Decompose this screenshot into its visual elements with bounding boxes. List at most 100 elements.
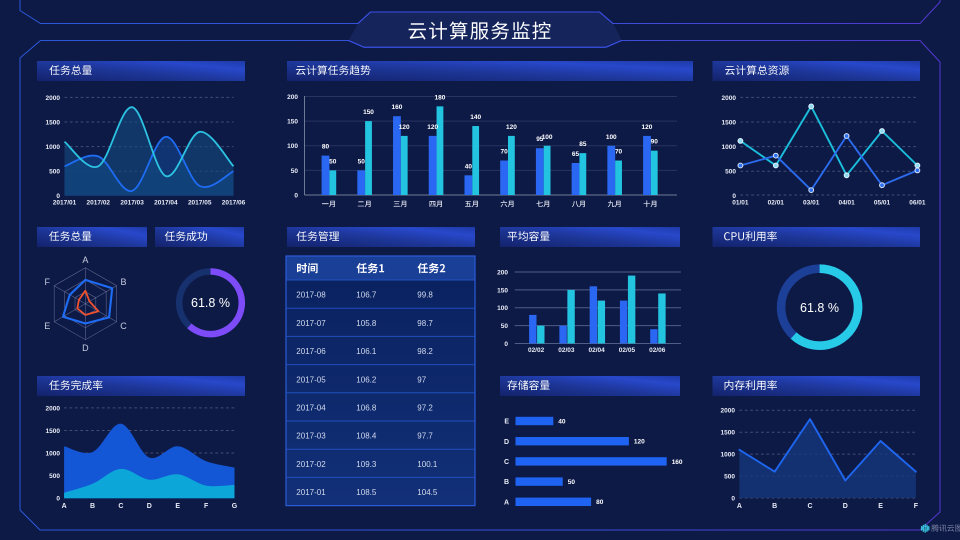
svg-text:02/01: 02/01: [768, 200, 785, 207]
svg-text:106.2: 106.2: [356, 375, 377, 384]
svg-text:2017-08: 2017-08: [296, 291, 326, 300]
svg-text:500: 500: [725, 169, 736, 176]
svg-text:150: 150: [287, 119, 298, 126]
svg-text:E: E: [878, 503, 883, 510]
svg-text:D: D: [147, 503, 152, 510]
svg-text:140: 140: [470, 114, 481, 121]
svg-text:500: 500: [49, 169, 60, 176]
svg-text:85: 85: [579, 141, 587, 148]
svg-text:1000: 1000: [46, 144, 61, 151]
svg-text:120: 120: [642, 124, 653, 131]
svg-text:F: F: [45, 277, 51, 287]
svg-text:A: A: [82, 255, 88, 265]
svg-text:0: 0: [504, 341, 508, 348]
svg-text:2017/03: 2017/03: [120, 200, 144, 207]
svg-text:2017/05: 2017/05: [188, 200, 212, 207]
svg-text:50: 50: [329, 158, 337, 165]
svg-text:106.7: 106.7: [356, 291, 377, 300]
svg-text:2000: 2000: [46, 95, 61, 102]
svg-text:160: 160: [672, 459, 683, 466]
svg-text:02/02: 02/02: [528, 347, 545, 354]
svg-text:150: 150: [363, 109, 374, 116]
svg-text:98.7: 98.7: [417, 319, 433, 328]
svg-text:70: 70: [615, 149, 623, 156]
svg-text:120: 120: [427, 124, 438, 131]
svg-text:109.3: 109.3: [356, 460, 377, 469]
svg-text:01/01: 01/01: [732, 200, 749, 207]
svg-text:A: A: [737, 503, 742, 510]
svg-text:40: 40: [465, 163, 473, 170]
svg-text:150: 150: [497, 287, 508, 294]
svg-text:65: 65: [572, 151, 580, 158]
svg-text:1500: 1500: [46, 119, 61, 126]
svg-text:C: C: [118, 503, 123, 510]
svg-text:200: 200: [287, 94, 298, 101]
svg-text:106.8: 106.8: [356, 404, 377, 413]
svg-text:03/01: 03/01: [803, 200, 820, 207]
svg-text:2017-02: 2017-02: [296, 460, 326, 469]
svg-text:06/01: 06/01: [909, 200, 926, 207]
svg-text:2017/01: 2017/01: [53, 200, 77, 207]
svg-text:2017-04: 2017-04: [296, 404, 326, 413]
svg-text:A: A: [504, 499, 509, 506]
svg-text:1000: 1000: [722, 144, 737, 151]
svg-text:05/01: 05/01: [874, 200, 891, 207]
svg-text:1000: 1000: [721, 452, 736, 459]
svg-text:160: 160: [392, 104, 403, 111]
svg-text:200: 200: [497, 269, 508, 276]
svg-text:97: 97: [417, 375, 426, 384]
svg-text:108.4: 108.4: [356, 432, 377, 441]
svg-text:2000: 2000: [46, 405, 61, 412]
svg-text:G: G: [232, 503, 238, 510]
svg-text:2000: 2000: [721, 408, 736, 415]
svg-text:50: 50: [501, 323, 509, 330]
svg-text:B: B: [504, 479, 509, 486]
svg-text:0: 0: [732, 193, 736, 200]
svg-text:120: 120: [634, 439, 645, 446]
svg-text:2017/02: 2017/02: [87, 200, 111, 207]
svg-text:120: 120: [506, 124, 517, 131]
svg-text:100.1: 100.1: [417, 460, 438, 469]
svg-text:1000: 1000: [46, 450, 61, 457]
svg-text:1500: 1500: [46, 428, 61, 435]
svg-text:0: 0: [294, 192, 298, 199]
svg-text:50: 50: [291, 168, 299, 175]
svg-text:100: 100: [606, 134, 617, 141]
svg-text:40: 40: [558, 418, 566, 425]
svg-text:02/06: 02/06: [649, 347, 666, 354]
svg-text:04/01: 04/01: [838, 200, 855, 207]
svg-text:80: 80: [596, 499, 604, 506]
svg-text:2017-03: 2017-03: [296, 432, 326, 441]
svg-text:100: 100: [287, 143, 298, 150]
svg-text:61.8 %: 61.8 %: [800, 301, 839, 315]
svg-text:A: A: [62, 503, 67, 510]
svg-text:70: 70: [500, 149, 508, 156]
svg-text:104.5: 104.5: [417, 488, 438, 497]
svg-text:97.2: 97.2: [417, 404, 433, 413]
svg-text:C: C: [120, 321, 127, 331]
svg-text:B: B: [120, 277, 126, 287]
svg-text:98.2: 98.2: [417, 347, 433, 356]
svg-text:0: 0: [56, 193, 60, 200]
svg-text:108.5: 108.5: [356, 488, 377, 497]
svg-text:2017-06: 2017-06: [296, 347, 326, 356]
svg-text:97.7: 97.7: [417, 432, 433, 441]
svg-text:D: D: [504, 439, 509, 446]
svg-text:50: 50: [568, 479, 576, 486]
svg-text:99.8: 99.8: [417, 291, 433, 300]
svg-text:B: B: [90, 503, 95, 510]
svg-text:E: E: [175, 503, 180, 510]
svg-text:2017/04: 2017/04: [154, 200, 178, 207]
svg-text:02/03: 02/03: [558, 347, 575, 354]
svg-text:100: 100: [542, 134, 553, 141]
svg-text:90: 90: [651, 139, 659, 146]
svg-text:F: F: [914, 503, 919, 510]
svg-text:02/05: 02/05: [619, 347, 636, 354]
svg-text:0: 0: [731, 495, 735, 502]
svg-text:50: 50: [358, 158, 366, 165]
svg-text:100: 100: [497, 305, 508, 312]
svg-text:120: 120: [399, 124, 410, 131]
svg-text:2017-07: 2017-07: [296, 319, 326, 328]
svg-text:F: F: [204, 503, 209, 510]
svg-text:95: 95: [536, 136, 544, 143]
